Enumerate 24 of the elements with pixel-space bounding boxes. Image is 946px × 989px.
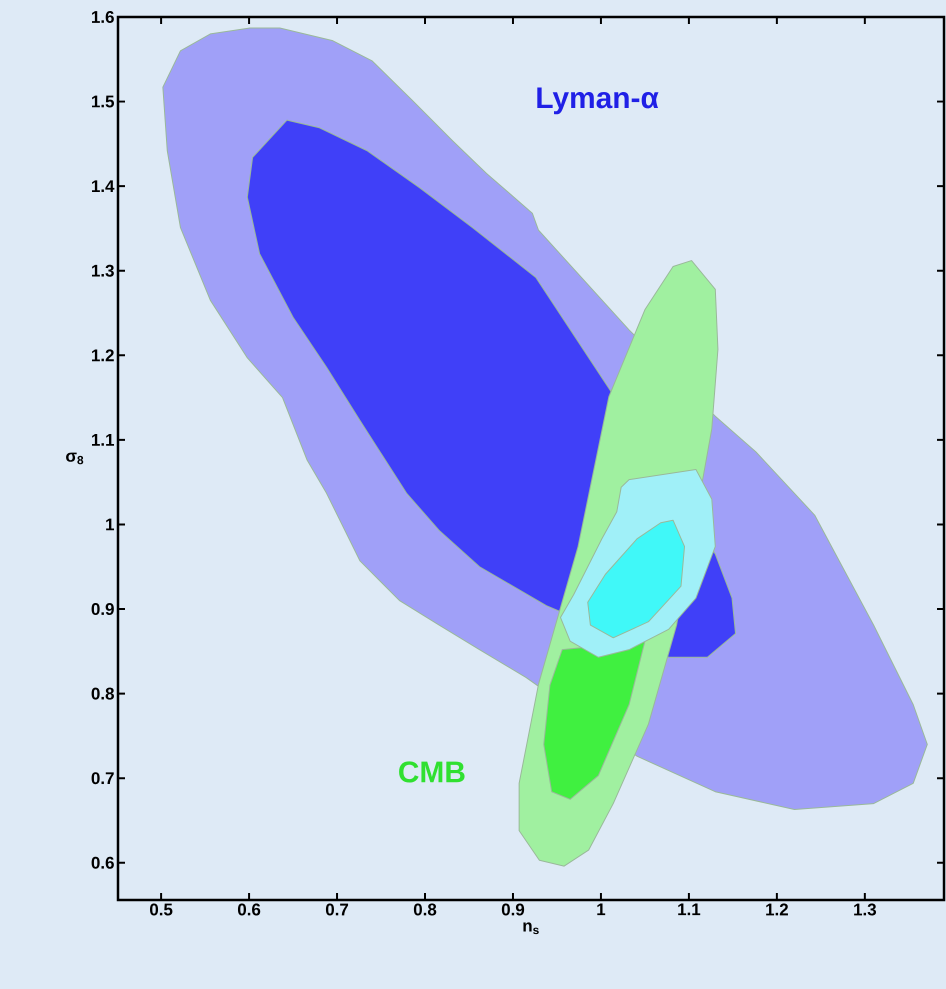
y-tick-label: 1.3 [92,264,114,277]
x-axis-title: n$_{s}$ [523,922,539,934]
x-tick-label: 1 [597,904,606,916]
y-tick-label: 0.8 [92,688,114,700]
annotation: Lyman-α [537,87,659,114]
y-tick-label: 1.5 [92,96,114,108]
y-axis-title: σ$_{8}$ [66,452,84,464]
x-tick-label: 0.8 [414,904,436,916]
x-tick-label: 0.5 [150,904,172,916]
y-tick-label: 1.2 [92,349,114,362]
y-tick-label: 0.7 [92,772,114,784]
x-tick-label: 1.2 [766,904,788,916]
x-tick-label: 1.3 [854,904,876,916]
y-tick-label: 1.1 [92,434,114,446]
y-tick-label: 1.6 [92,10,114,23]
x-tick-label: 0.7 [326,904,348,916]
x-tick-label: 0.9 [502,904,524,916]
x-tick-label: 0.6 [238,904,260,916]
annotation: CMB [399,761,465,783]
y-tick-label: 0.6 [92,856,114,869]
y-tick-label: 1 [106,518,114,530]
y-tick-label: 0.9 [92,603,114,616]
y-tick-label: 1.4 [92,180,114,192]
x-tick-label: 1.1 [678,904,700,916]
